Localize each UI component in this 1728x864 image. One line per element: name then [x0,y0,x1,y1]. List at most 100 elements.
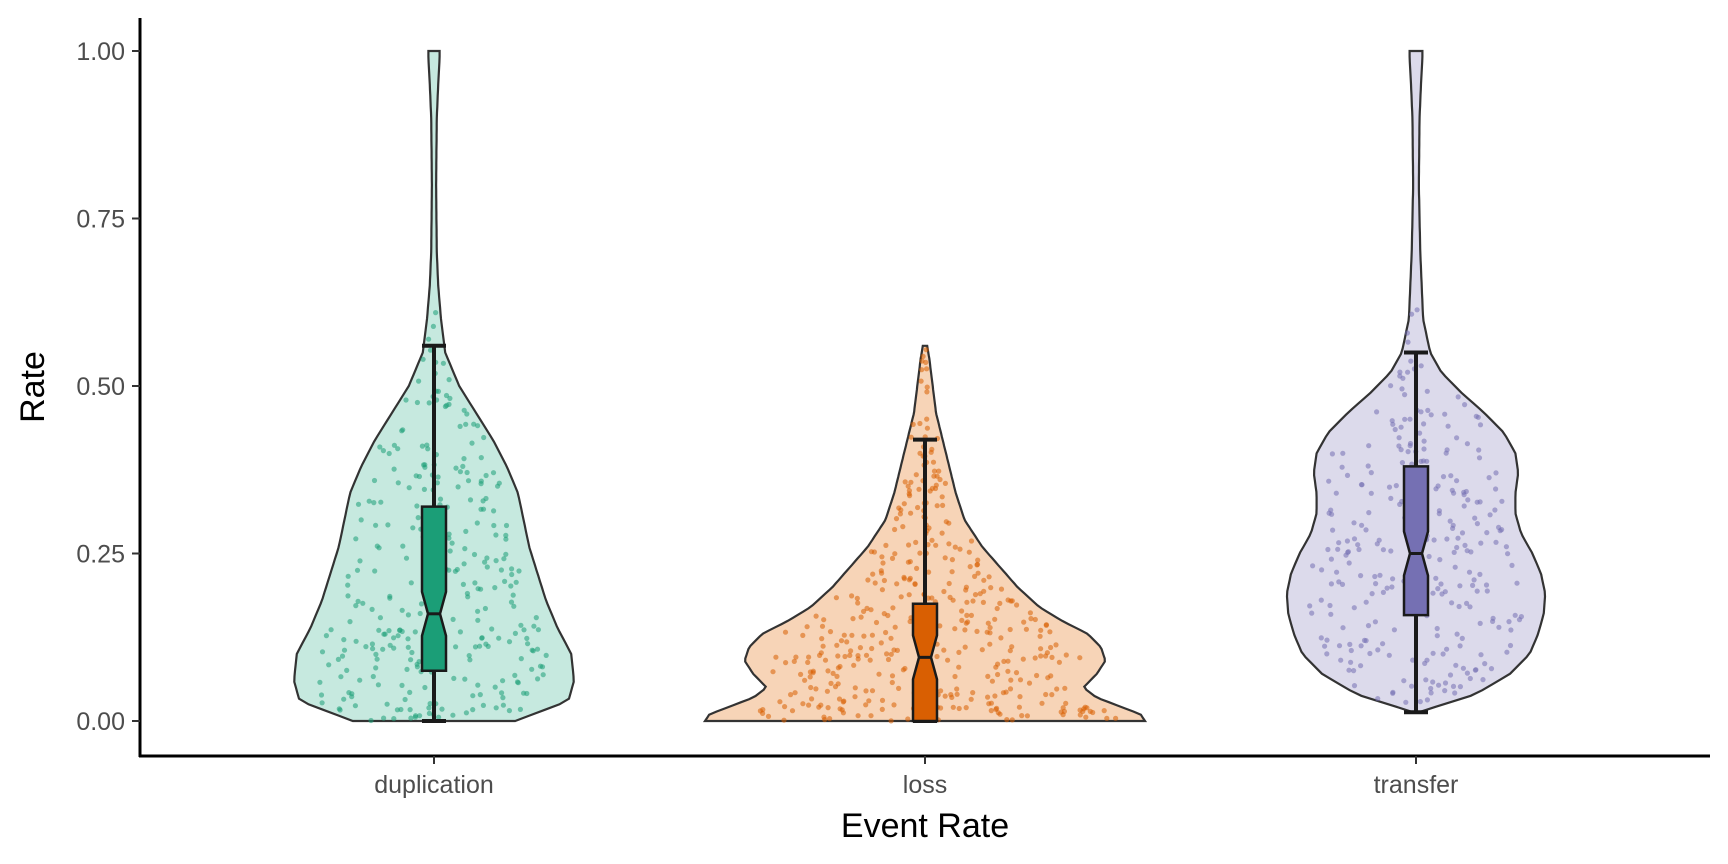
point-loss [941,647,947,653]
point-duplication [477,692,483,698]
point-loss [905,716,911,722]
point-loss [879,706,885,713]
point-transfer [1399,386,1405,392]
point-loss [997,600,1003,607]
point-loss [931,468,938,474]
point-transfer [1346,560,1352,566]
point-loss [929,595,935,601]
point-loss [879,587,886,593]
point-loss [913,539,919,546]
point-transfer [1340,625,1346,631]
point-duplication [539,664,546,670]
point-transfer [1309,610,1315,616]
point-transfer [1328,556,1334,562]
point-loss [902,479,908,485]
point-loss [891,702,897,708]
point-transfer [1351,536,1358,542]
point-duplication [353,638,359,644]
point-duplication [407,707,413,713]
point-loss [1049,654,1055,661]
point-duplication [380,646,386,652]
point-loss [987,630,993,636]
point-loss [881,611,887,617]
point-duplication [474,520,480,526]
point-loss [974,561,981,568]
point-duplication [371,500,377,506]
point-loss [1000,690,1007,696]
point-transfer [1351,668,1357,674]
point-transfer [1476,447,1482,453]
point-loss [1060,705,1066,711]
point-transfer [1477,571,1483,578]
point-transfer [1384,585,1390,591]
point-loss [1058,709,1064,715]
point-transfer [1322,643,1328,649]
point-transfer [1454,435,1460,441]
point-duplication [501,556,507,562]
point-loss [1009,717,1015,723]
point-duplication [466,653,472,659]
point-duplication [427,347,434,353]
point-transfer [1459,530,1466,536]
point-duplication [500,702,506,708]
point-transfer [1508,627,1514,633]
point-duplication [375,682,381,688]
point-duplication [439,706,445,712]
point-loss [994,705,1000,712]
point-duplication [484,564,490,570]
point-loss [942,555,948,561]
point-loss [964,599,970,605]
point-duplication [443,392,450,399]
point-loss [1038,653,1044,659]
point-duplication [529,666,535,672]
point-loss [1063,652,1069,658]
point-transfer [1405,369,1411,375]
point-transfer [1401,678,1407,684]
point-loss [883,542,889,549]
point-loss [970,598,976,604]
point-duplication [457,423,463,429]
point-duplication [492,585,498,591]
point-transfer [1363,527,1369,533]
point-duplication [499,690,505,696]
point-transfer [1407,443,1413,449]
point-loss [830,670,836,677]
point-loss [901,576,908,582]
point-loss [988,708,994,714]
point-loss [930,459,937,465]
point-transfer [1318,597,1324,603]
point-loss [813,686,819,692]
point-loss [893,516,900,522]
point-duplication [355,598,361,605]
point-transfer [1433,575,1439,581]
point-loss [962,627,968,633]
point-duplication [395,446,401,452]
point-loss [894,581,900,587]
point-duplication [475,682,481,688]
point-duplication [467,497,474,503]
point-duplication [534,646,541,652]
point-duplication [440,360,446,366]
point-loss [885,656,892,663]
point-loss [966,549,972,555]
y-tick-label: 0.75 [76,206,125,234]
point-loss [1005,658,1011,664]
x-tick-label-duplication: duplication [374,771,494,799]
point-duplication [509,566,515,572]
point-transfer [1355,542,1361,548]
point-duplication [471,551,478,558]
point-duplication [417,610,423,617]
point-loss [1016,704,1023,710]
point-loss [879,554,885,560]
point-transfer [1327,602,1333,609]
point-duplication [489,626,495,632]
point-loss [939,530,945,536]
point-transfer [1333,490,1339,496]
point-loss [924,425,931,431]
point-loss [1080,708,1086,715]
point-loss [842,653,848,660]
point-loss [808,684,814,691]
point-transfer [1393,483,1399,489]
point-transfer [1484,588,1490,594]
point-duplication [483,495,489,502]
